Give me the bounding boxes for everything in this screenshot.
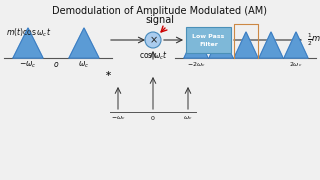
Text: $o$: $o$ bbox=[53, 60, 59, 69]
Text: $\cos\omega_c t$: $\cos\omega_c t$ bbox=[139, 50, 167, 62]
Circle shape bbox=[145, 32, 161, 48]
Polygon shape bbox=[234, 32, 258, 58]
Text: $-2\omega_c$: $-2\omega_c$ bbox=[187, 60, 205, 69]
Text: $\omega_c$: $\omega_c$ bbox=[78, 60, 90, 71]
Text: Low Pass: Low Pass bbox=[192, 35, 225, 39]
Text: $-\omega_c$: $-\omega_c$ bbox=[111, 114, 125, 122]
Text: $-\omega_c$: $-\omega_c$ bbox=[19, 60, 37, 71]
Polygon shape bbox=[184, 32, 208, 58]
Text: $\ast$: $\ast$ bbox=[104, 68, 112, 78]
Polygon shape bbox=[209, 32, 233, 58]
Polygon shape bbox=[69, 28, 99, 58]
Polygon shape bbox=[284, 32, 308, 58]
Text: Filter: Filter bbox=[199, 42, 218, 46]
Text: $\frac{1}{2}m(t)$: $\frac{1}{2}m(t)$ bbox=[307, 32, 320, 48]
Text: $\times$: $\times$ bbox=[148, 35, 157, 45]
Text: $m(t)\cos\omega_c t$: $m(t)\cos\omega_c t$ bbox=[6, 26, 51, 39]
Polygon shape bbox=[259, 32, 283, 58]
Text: $2\omega_c$: $2\omega_c$ bbox=[289, 60, 303, 69]
Text: $\omega_c$: $\omega_c$ bbox=[183, 114, 193, 122]
Text: $0$: $0$ bbox=[150, 114, 156, 122]
Text: Demodulation of Amplitude Modulated (AM): Demodulation of Amplitude Modulated (AM) bbox=[52, 6, 268, 16]
Text: signal: signal bbox=[146, 15, 174, 25]
FancyBboxPatch shape bbox=[186, 27, 231, 53]
Polygon shape bbox=[13, 28, 43, 58]
